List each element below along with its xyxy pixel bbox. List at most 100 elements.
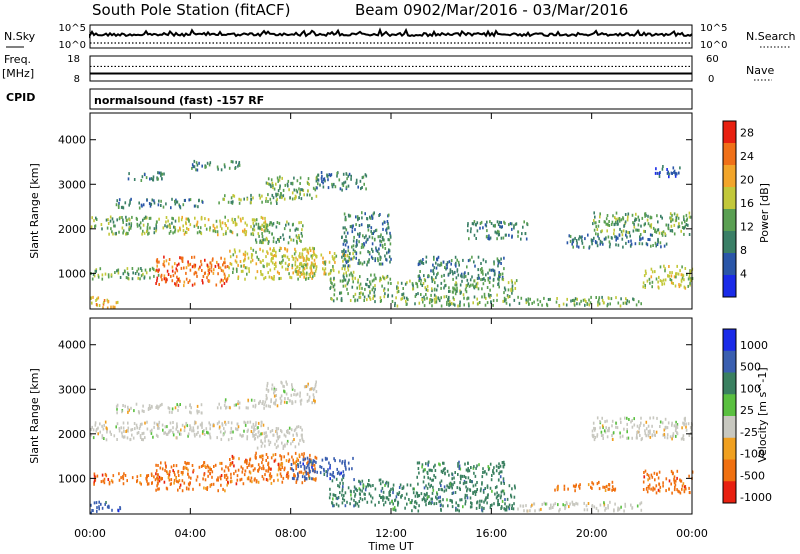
data-point <box>310 267 313 271</box>
data-point <box>397 281 399 285</box>
data-point <box>137 272 140 276</box>
data-point <box>240 465 243 469</box>
data-point <box>490 478 493 482</box>
data-point <box>328 173 331 177</box>
data-point <box>185 266 188 270</box>
data-point <box>296 433 298 437</box>
data-point <box>498 233 500 236</box>
data-point <box>601 416 603 420</box>
data-point <box>302 440 305 443</box>
data-point <box>354 276 356 280</box>
data-point <box>298 234 300 237</box>
data-point <box>503 286 506 290</box>
data-point <box>433 502 435 506</box>
data-point <box>305 477 308 481</box>
data-point <box>225 232 227 236</box>
data-point <box>270 400 272 404</box>
data-point <box>359 275 361 279</box>
data-point <box>260 454 263 458</box>
data-point <box>91 425 93 429</box>
data-point <box>262 216 264 220</box>
data-point <box>476 229 479 233</box>
data-point <box>131 476 134 480</box>
data-point <box>254 454 257 458</box>
data-point <box>374 259 376 263</box>
data-point <box>238 161 241 164</box>
data-point <box>632 297 634 301</box>
data-point <box>292 222 294 226</box>
data-point <box>434 300 436 304</box>
data-point <box>681 484 684 488</box>
data-point <box>653 471 656 475</box>
data-point <box>166 425 168 429</box>
data-point <box>490 294 492 297</box>
data-point <box>448 295 450 299</box>
data-point <box>464 481 466 485</box>
data-point <box>324 262 327 266</box>
data-point <box>184 461 186 464</box>
data-point <box>258 234 260 238</box>
data-point <box>177 283 180 287</box>
data-point <box>625 297 627 301</box>
data-point <box>506 497 509 501</box>
data-point <box>347 245 350 249</box>
data-point <box>290 428 293 432</box>
data-point <box>684 220 686 224</box>
data-point <box>158 260 160 264</box>
data-point <box>627 436 630 440</box>
data-point <box>252 231 254 235</box>
data-point <box>626 218 629 222</box>
data-point <box>432 485 434 489</box>
data-point <box>206 276 208 280</box>
data-point <box>651 433 654 437</box>
data-point <box>287 429 289 433</box>
data-point <box>464 499 467 503</box>
data-point <box>644 469 647 473</box>
data-point <box>650 216 653 220</box>
data-point <box>268 275 271 279</box>
data-point <box>163 431 165 435</box>
data-point <box>358 487 361 491</box>
data-point <box>207 431 209 435</box>
data-point <box>141 409 144 413</box>
data-point <box>474 483 477 487</box>
data-point <box>236 474 239 478</box>
data-point <box>139 277 141 281</box>
data-point <box>98 505 100 509</box>
colorbar-tick-label: 8 <box>740 244 747 257</box>
data-point <box>689 283 691 287</box>
data-point <box>167 224 169 228</box>
data-point <box>264 220 267 224</box>
data-point <box>239 260 242 263</box>
data-point <box>245 458 247 462</box>
data-point <box>337 470 340 474</box>
data-point <box>455 508 457 512</box>
data-point <box>157 487 159 491</box>
data-point <box>128 226 131 229</box>
data-point <box>239 433 241 437</box>
data-point <box>496 257 499 261</box>
data-point <box>489 486 492 490</box>
data-point <box>172 469 174 473</box>
data-point <box>674 483 677 487</box>
data-point <box>600 434 603 437</box>
data-point <box>261 441 264 445</box>
data-point <box>236 422 239 426</box>
data-point <box>94 421 97 425</box>
data-point <box>309 459 311 463</box>
data-point <box>306 464 309 468</box>
data-point <box>306 262 309 266</box>
data-point <box>232 456 235 460</box>
data-point <box>599 426 601 430</box>
data-point <box>179 279 181 283</box>
data-point <box>472 283 474 287</box>
data-point <box>685 428 688 432</box>
data-point <box>168 262 170 266</box>
data-point <box>229 463 231 467</box>
data-point <box>594 215 596 219</box>
scatter-region <box>642 264 694 290</box>
data-point <box>305 472 308 476</box>
data-point <box>598 298 600 302</box>
data-point <box>470 283 472 287</box>
data-point <box>613 223 616 227</box>
